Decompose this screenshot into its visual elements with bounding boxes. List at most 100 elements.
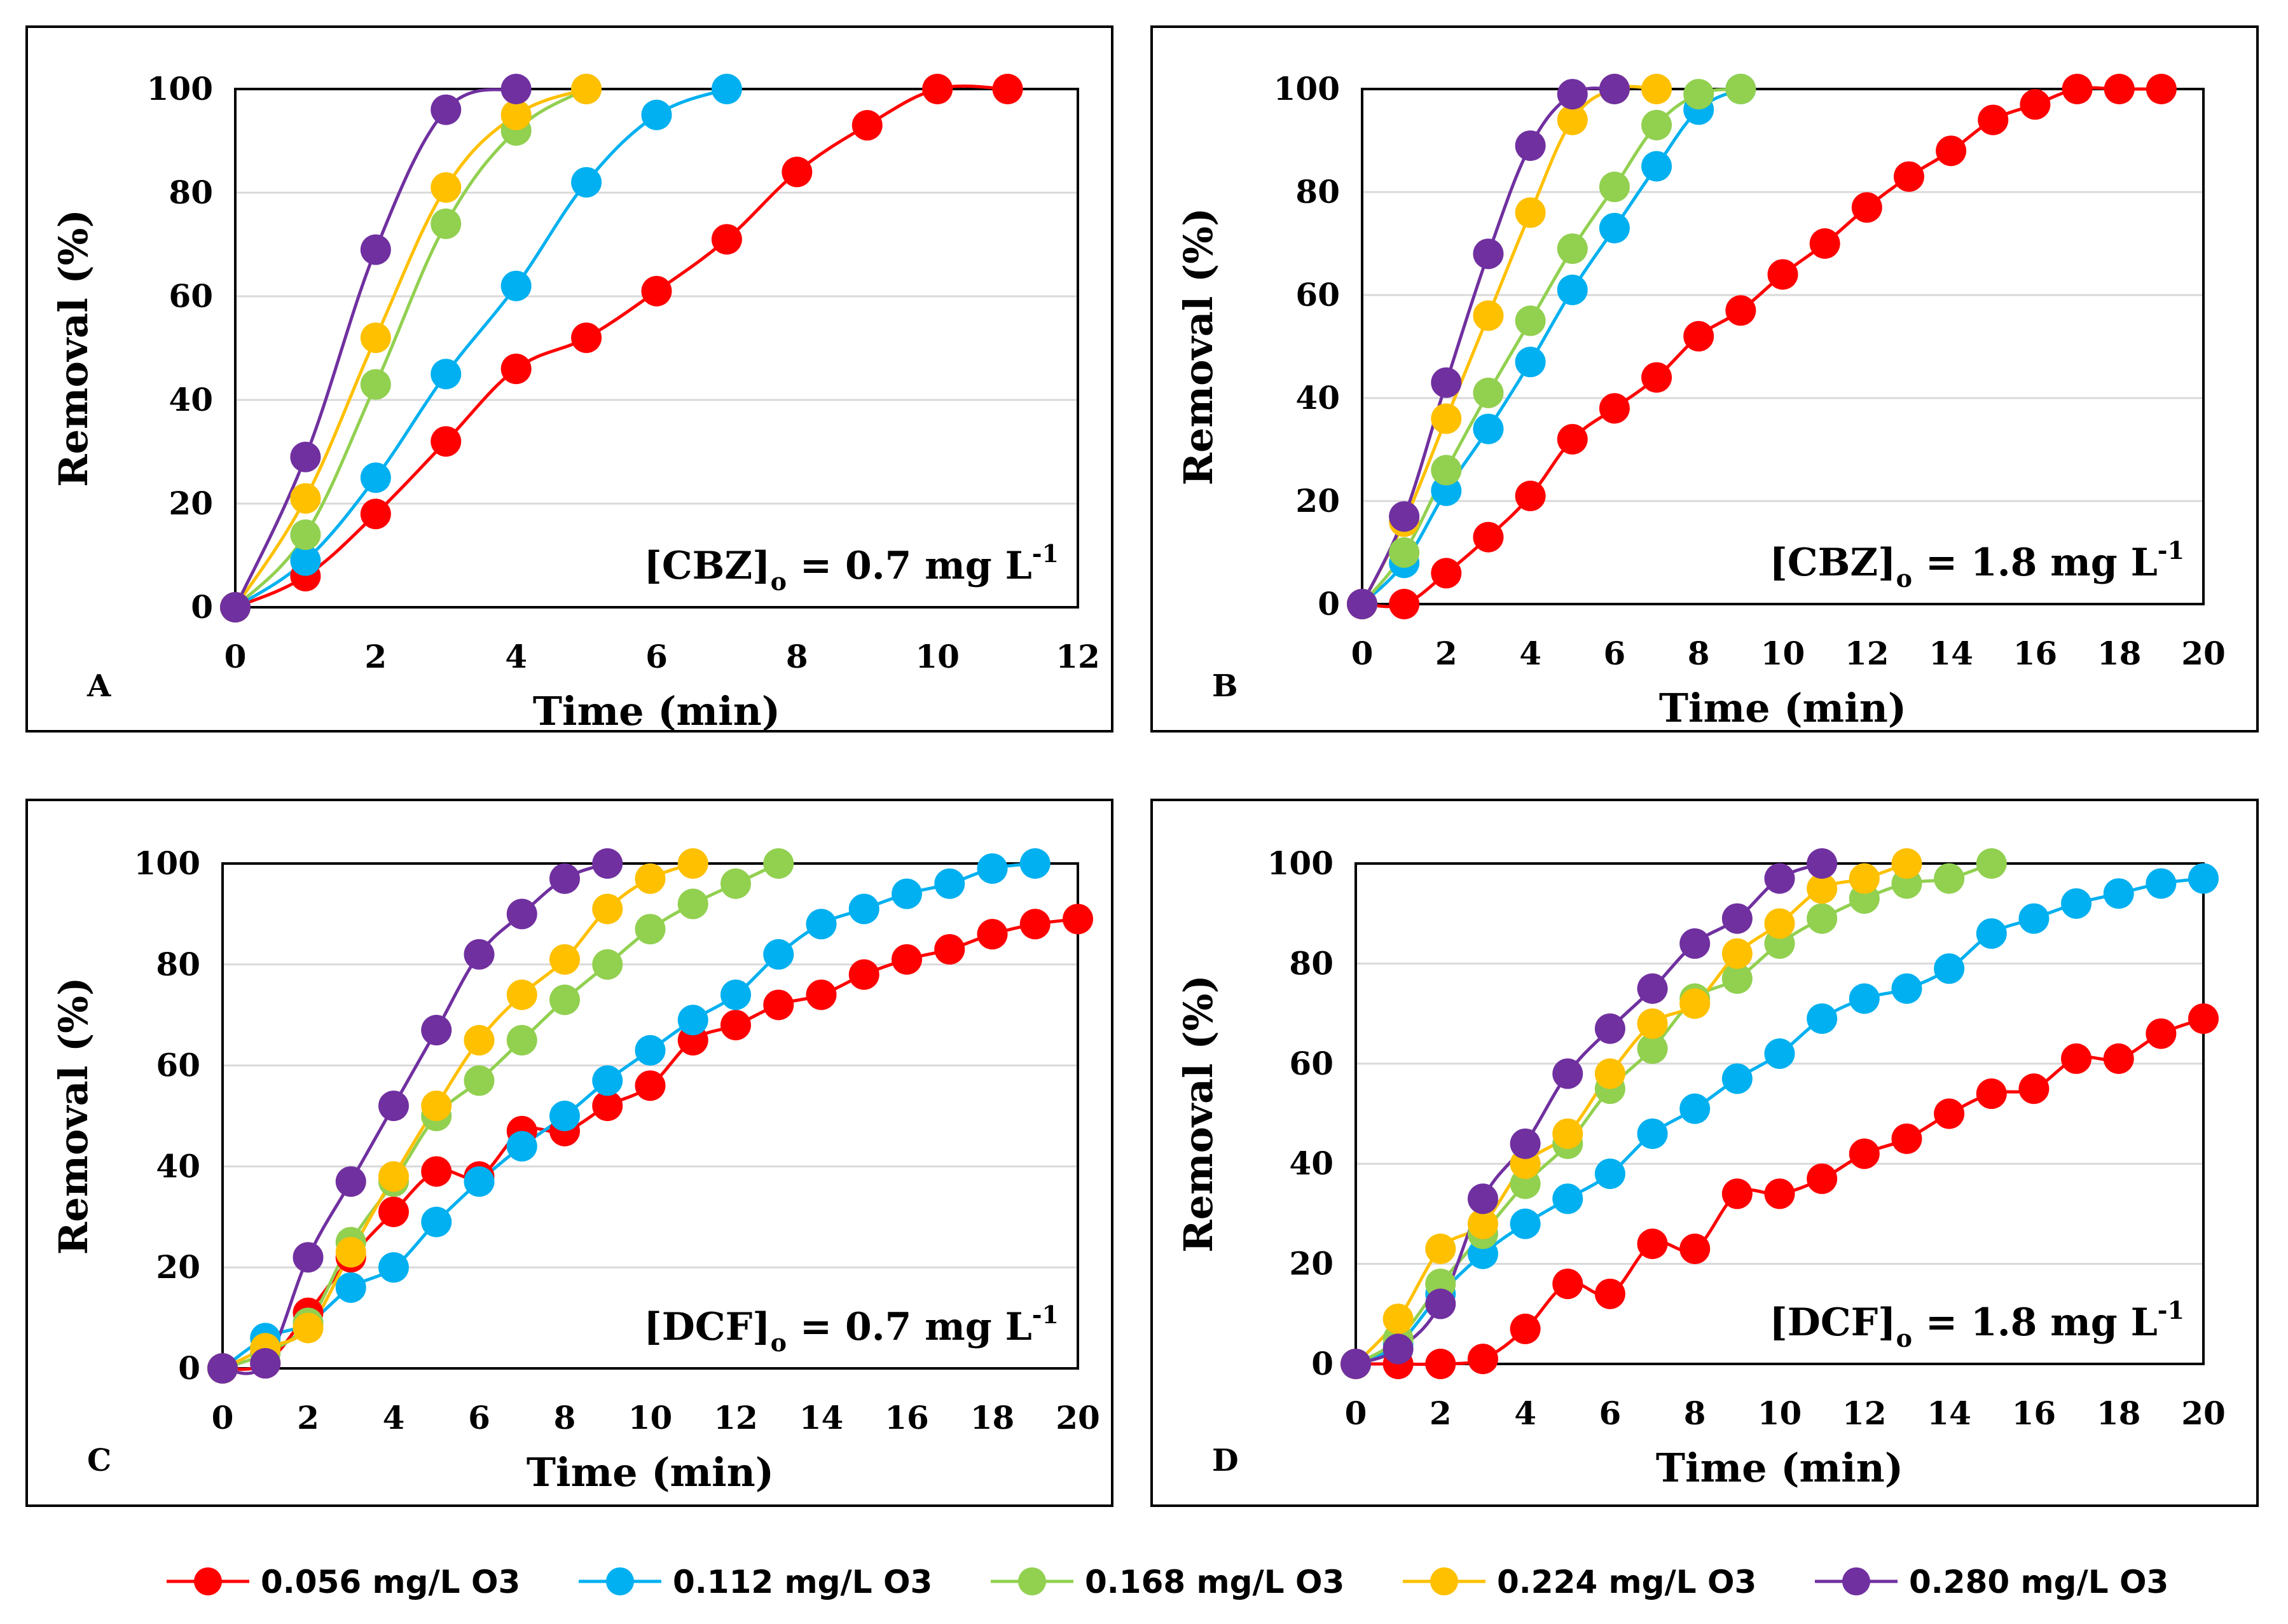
panel-frame	[25, 799, 1113, 1507]
x-tick-label: 12	[1056, 638, 1100, 675]
data-point	[2146, 74, 2177, 104]
y-tick-label: 100	[134, 844, 200, 882]
data-point	[677, 848, 708, 879]
y-tick-label: 80	[156, 946, 200, 983]
y-tick-label: 100	[1274, 70, 1340, 107]
data-point	[720, 868, 751, 899]
data-point	[1891, 1123, 1922, 1154]
data-point	[506, 898, 537, 930]
data-point	[220, 592, 251, 623]
data-point	[1637, 1033, 1668, 1064]
data-point	[641, 99, 672, 130]
y-tick-label: 0	[1311, 1345, 1334, 1382]
y-tick-label: 40	[1295, 379, 1340, 416]
panel-letter: B	[1212, 668, 1238, 704]
chart-panel-c: 0 20 40 60 80 100 0 2 4 6 8 10 12 14 16 18 20 Time (min) R…	[25, 799, 1113, 1507]
x-tick-label: 14	[799, 1399, 844, 1436]
data-point	[1637, 973, 1668, 1004]
y-tick-label: 60	[1289, 1045, 1334, 1082]
y-tick-label: 0	[178, 1349, 200, 1387]
data-point	[1976, 1078, 2007, 1110]
data-point	[592, 1091, 623, 1122]
data-point	[1515, 305, 1546, 336]
x-tick-label: 16	[2013, 635, 2058, 672]
data-point	[290, 545, 321, 576]
data-point	[1552, 1118, 1583, 1149]
data-point	[360, 462, 391, 493]
data-point	[2061, 888, 2092, 919]
data-point	[1725, 74, 1756, 104]
data-point	[549, 1101, 580, 1131]
data-point	[1641, 74, 1672, 104]
data-point	[1557, 104, 1588, 135]
data-point	[1721, 1178, 1753, 1209]
data-point	[1599, 171, 1630, 202]
data-point	[571, 167, 602, 198]
data-point	[2104, 74, 2135, 104]
data-point	[1431, 367, 1462, 398]
y-tick-label: 100	[1267, 844, 1334, 882]
x-tick-label: 16	[885, 1399, 929, 1436]
data-point	[1679, 1093, 1711, 1124]
data-point	[1515, 197, 1546, 228]
x-tick-label: 2	[364, 638, 387, 675]
data-point	[892, 878, 922, 909]
legend-label: 0.280 mg/L O3	[1909, 1564, 2168, 1600]
data-point	[1594, 1158, 1625, 1189]
x-tick-label: 2	[1430, 1394, 1452, 1432]
data-point	[431, 94, 462, 125]
data-point	[1849, 863, 1880, 894]
data-point	[1891, 848, 1922, 879]
legend-marker	[606, 1567, 634, 1595]
x-tick-label: 20	[2181, 1394, 2226, 1432]
x-axis-title: Time (min)	[1659, 685, 1906, 731]
data-point	[1764, 1038, 1795, 1070]
data-point	[720, 1010, 751, 1041]
chart-panel-d: 0 20 40 60 80 100 0 2 4 6 8 10 12 14 16 18 20 Time (min) R…	[1150, 799, 2259, 1507]
x-tick-label: 10	[628, 1399, 673, 1436]
data-point	[506, 1024, 537, 1056]
x-tick-label: 12	[1842, 1394, 1887, 1432]
panel-letter: A	[86, 668, 111, 704]
legend: 0.056 mg/L O3 0.112 mg/L O3 0.168 mg/L O3 0…	[167, 1564, 2168, 1600]
data-point	[1431, 403, 1462, 434]
data-point	[763, 989, 794, 1021]
data-point	[1807, 848, 1838, 879]
data-point	[1467, 1183, 1498, 1215]
data-point	[431, 208, 462, 239]
data-point	[293, 1312, 324, 1344]
data-point	[1389, 537, 1420, 568]
data-point	[934, 933, 965, 965]
plot-area	[1361, 88, 2205, 605]
data-point	[635, 914, 666, 945]
x-tick-label: 6	[1604, 635, 1626, 672]
y-tick-label: 80	[169, 174, 213, 211]
x-tick-label: 10	[1758, 1394, 1802, 1432]
data-point	[1641, 362, 1672, 393]
x-tick-label: 0	[1345, 1394, 1367, 1432]
data-point	[1510, 1208, 1541, 1239]
data-point	[1473, 377, 1504, 408]
data-point	[1425, 1233, 1456, 1264]
data-point	[1557, 79, 1588, 110]
data-point	[1340, 1349, 1371, 1379]
x-tick-label: 8	[554, 1399, 576, 1436]
data-point	[549, 984, 580, 1015]
legend-marker	[194, 1567, 222, 1595]
data-point	[1721, 938, 1753, 969]
data-point	[848, 893, 879, 925]
data-point	[782, 156, 813, 188]
x-tick-label: 18	[2097, 635, 2142, 672]
x-tick-label: 2	[297, 1399, 319, 1436]
data-point	[1515, 347, 1546, 378]
data-point	[1683, 79, 1714, 110]
y-tick-label: 60	[1295, 276, 1340, 313]
data-point	[922, 74, 953, 104]
data-point	[1641, 109, 1672, 141]
data-point	[360, 499, 391, 530]
legend-marker	[1018, 1567, 1046, 1595]
data-point	[500, 270, 532, 301]
data-point	[1594, 1058, 1625, 1089]
data-point	[506, 1131, 537, 1162]
